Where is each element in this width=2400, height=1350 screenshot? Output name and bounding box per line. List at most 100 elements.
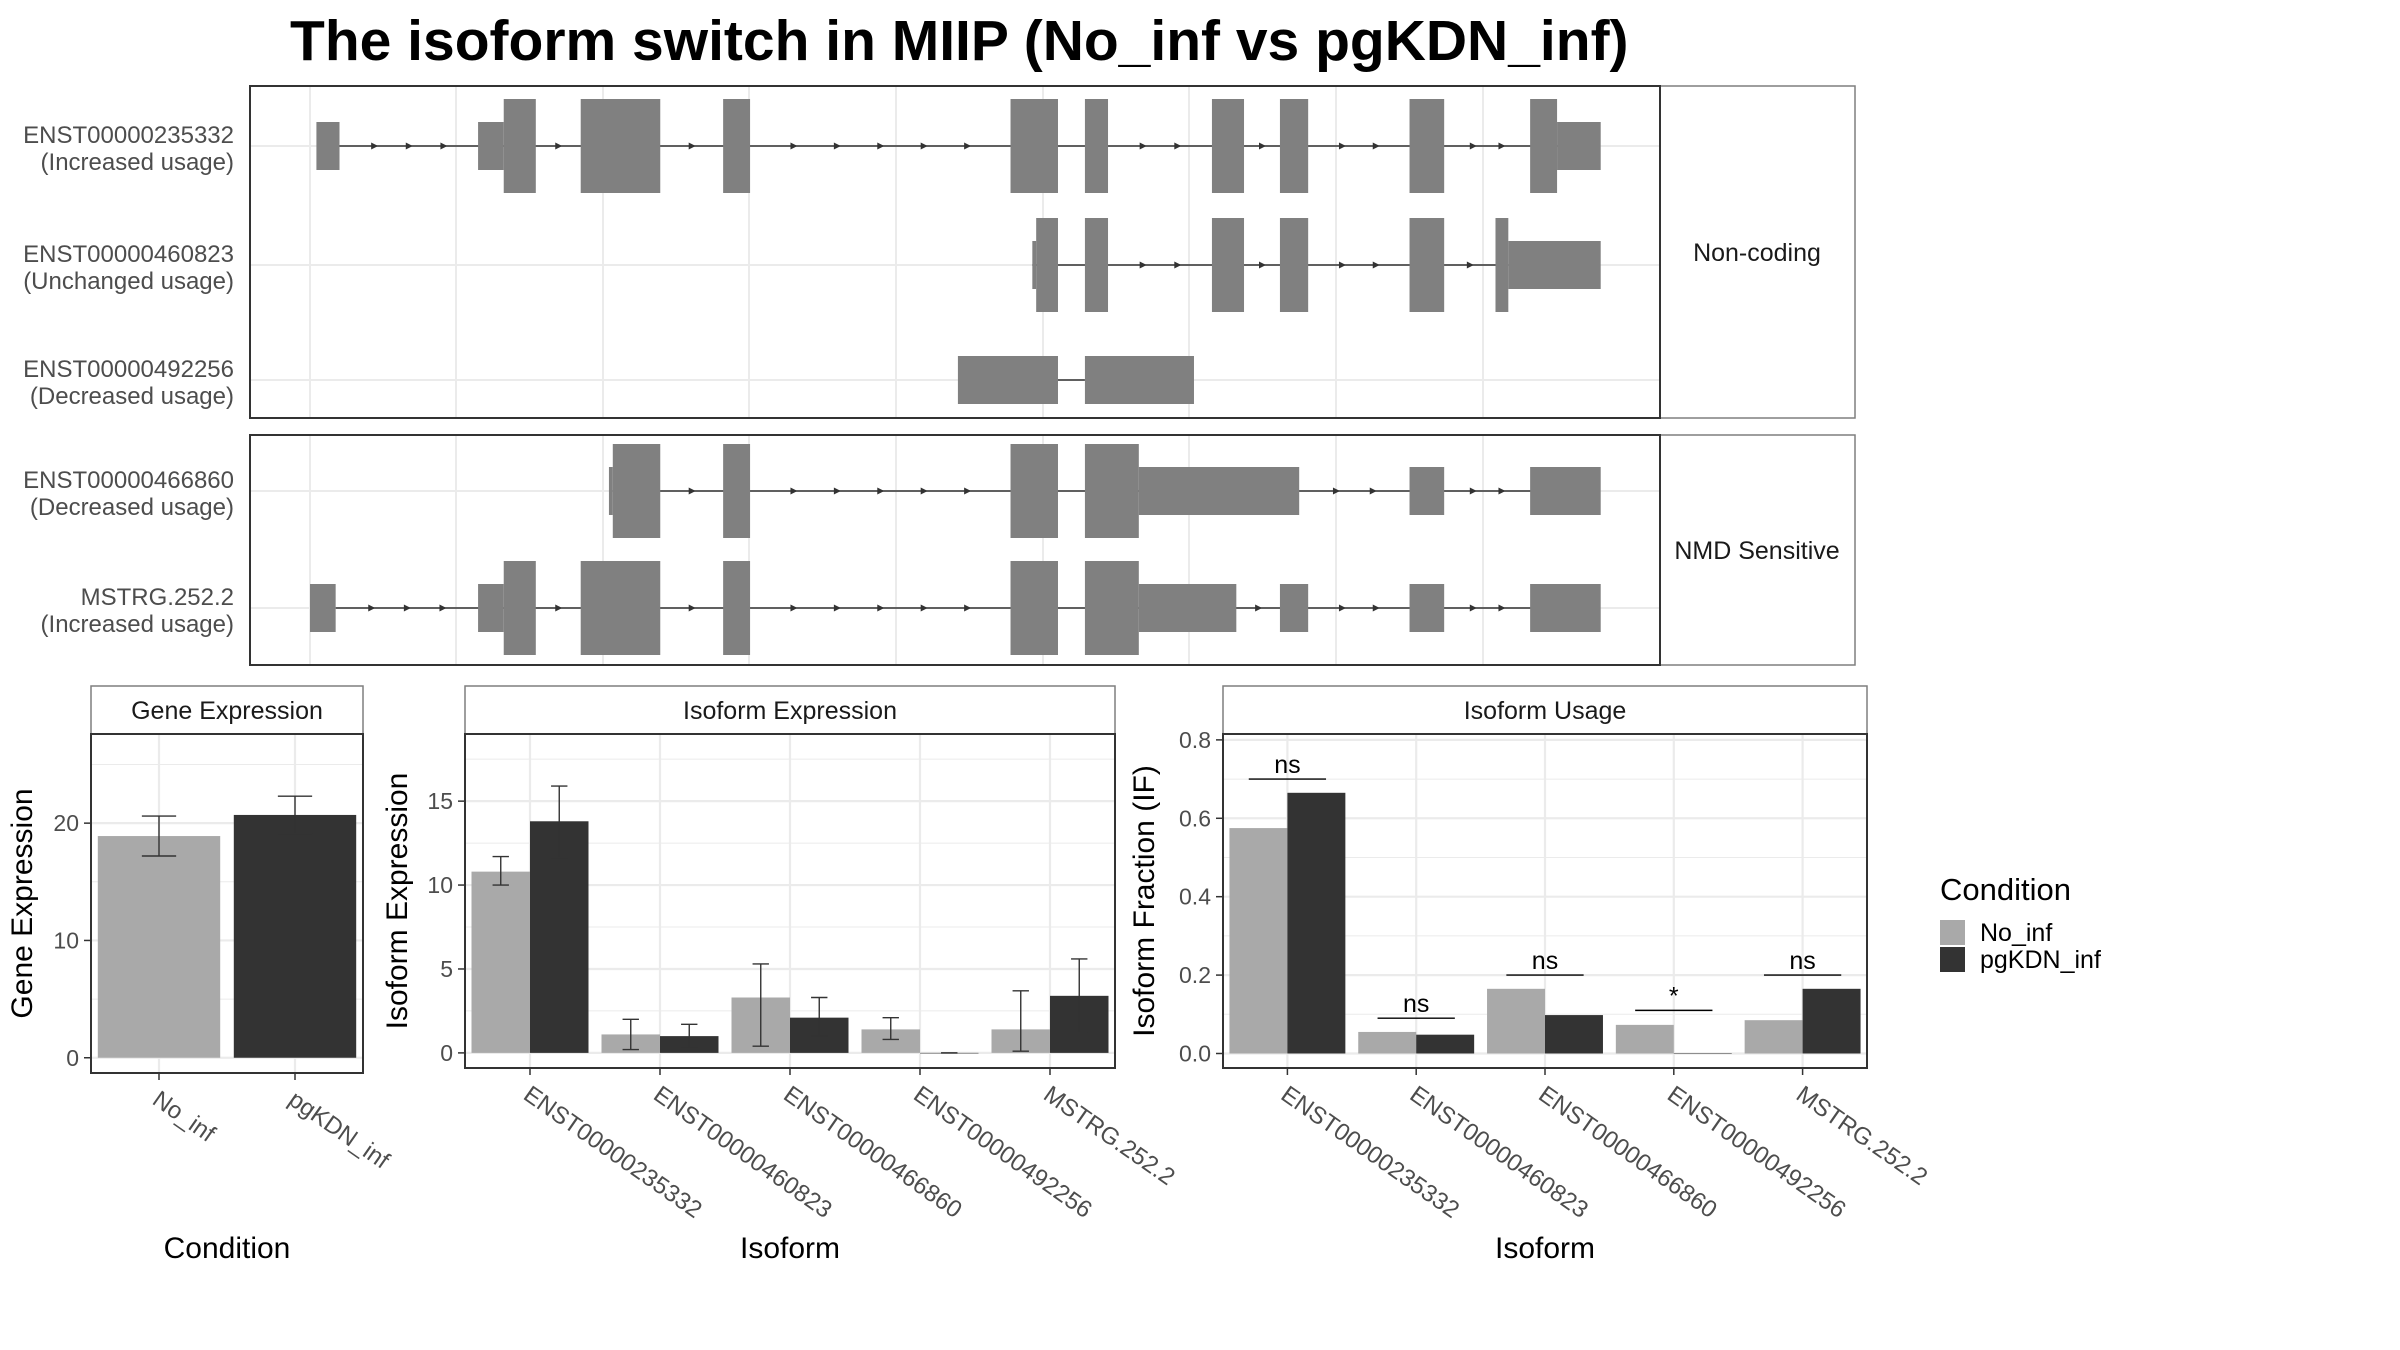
intron-arrow xyxy=(1469,142,1477,150)
facet-strip-label: NMD Sensitive xyxy=(1674,537,1839,565)
panel-strip-label: Gene Expression xyxy=(131,697,323,725)
intron-arrow xyxy=(1258,142,1266,150)
exon-noncoding xyxy=(608,467,613,515)
exon-noncoding xyxy=(1279,584,1309,632)
intron-arrow xyxy=(405,142,413,150)
bar xyxy=(1545,1015,1603,1054)
isoform-expression-panel: 051015ENST00000235332ENST00000460823ENST… xyxy=(381,685,1180,1265)
bar xyxy=(1802,988,1861,1054)
intron-arrow xyxy=(790,487,798,495)
intron-arrow xyxy=(368,604,376,612)
exon-coding xyxy=(1084,561,1139,655)
y-tick-label: 0.2 xyxy=(1179,962,1211,988)
exon-noncoding xyxy=(1508,241,1601,289)
x-axis-title: Isoform xyxy=(1495,1232,1595,1265)
intron-arrow xyxy=(1332,487,1340,495)
panel-strip-label: Isoform Expression xyxy=(683,697,897,725)
exon-coding xyxy=(580,99,661,193)
y-tick-label: 15 xyxy=(427,788,453,814)
intron-arrow xyxy=(555,142,563,150)
intron-arrow xyxy=(920,487,928,495)
intron-arrow xyxy=(877,142,885,150)
intron-arrow xyxy=(439,604,447,612)
intron-arrow xyxy=(688,142,696,150)
exon-noncoding xyxy=(1138,584,1237,632)
intron-arrow xyxy=(964,142,972,150)
intron-arrow xyxy=(1338,261,1346,269)
bar xyxy=(1287,792,1346,1054)
bar xyxy=(97,836,221,1058)
bar xyxy=(1615,1024,1674,1054)
intron-arrow xyxy=(790,604,798,612)
bar xyxy=(1744,1020,1803,1054)
transcript-id-label: ENST00000466860 xyxy=(23,467,234,494)
intron-arrow xyxy=(1372,604,1380,612)
exon-noncoding xyxy=(1084,356,1194,404)
x-tick-label: No_inf xyxy=(148,1086,221,1148)
x-axis-title: Condition xyxy=(164,1232,291,1265)
isoform-usage-panel: nsnsns*ns0.00.20.40.60.8ENST00000235332E… xyxy=(1128,685,1932,1265)
intron-arrow xyxy=(403,604,411,612)
intron-arrow xyxy=(1469,487,1477,495)
intron-arrow xyxy=(440,142,448,150)
bar xyxy=(1229,828,1288,1054)
exon-noncoding xyxy=(957,356,1058,404)
intron-arrow xyxy=(1372,142,1380,150)
exon-noncoding xyxy=(478,122,504,170)
exon-coding xyxy=(1084,218,1109,312)
intron-arrow xyxy=(877,487,885,495)
legend-title: Condition xyxy=(1940,872,2071,907)
exon-coding xyxy=(1279,99,1309,193)
intron-arrow xyxy=(1498,142,1506,150)
exon-coding xyxy=(1530,99,1558,193)
intron-arrow xyxy=(555,604,563,612)
intron-arrow xyxy=(877,604,885,612)
intron-arrow xyxy=(790,142,798,150)
significance-label: ns xyxy=(1532,947,1558,975)
y-axis-title: Isoform Fraction (IF) xyxy=(1128,765,1161,1037)
facet-strip-label: Non-coding xyxy=(1693,239,1821,267)
legend-label: pgKDN_inf xyxy=(1980,946,2101,974)
x-axis-title: Isoform xyxy=(740,1232,840,1265)
y-tick-label: 0.0 xyxy=(1179,1040,1211,1066)
intron-arrow xyxy=(1469,604,1477,612)
exon-noncoding xyxy=(1530,467,1601,515)
y-axis-title: Gene Expression xyxy=(6,788,39,1018)
exon-noncoding xyxy=(316,122,340,170)
gene-expression-panel: 0 10 20 No_inf pgKDN_inf Gene Expression Condi… xyxy=(6,685,394,1265)
exon-coding xyxy=(1495,218,1509,312)
intron-arrow xyxy=(1174,261,1182,269)
intron-arrow xyxy=(1466,261,1474,269)
panel-border xyxy=(90,733,364,1074)
exon-noncoding xyxy=(1409,584,1445,632)
exon-coding xyxy=(723,561,751,655)
bar xyxy=(861,1029,920,1053)
exon-coding xyxy=(723,99,751,193)
exon-noncoding xyxy=(1530,584,1601,632)
exon-coding xyxy=(1409,99,1445,193)
exon-coding xyxy=(503,99,536,193)
intron-arrow xyxy=(920,604,928,612)
exon-noncoding xyxy=(478,584,504,632)
y-tick-label: 10 xyxy=(53,927,79,953)
intron-arrow xyxy=(1139,261,1147,269)
panel-border xyxy=(249,85,1661,419)
panel-border xyxy=(1222,733,1868,1069)
intron-arrow xyxy=(833,487,841,495)
y-axis-title: Isoform Expression xyxy=(381,773,414,1030)
exon-coding xyxy=(1084,99,1109,193)
intron-arrow xyxy=(1255,604,1263,612)
bar xyxy=(530,821,589,1053)
y-tick-label: 10 xyxy=(427,872,453,898)
intron-arrow xyxy=(833,142,841,150)
significance-label: * xyxy=(1669,982,1679,1010)
bar xyxy=(1673,1053,1732,1054)
y-tick-label: 0.4 xyxy=(1179,884,1211,910)
exon-coding xyxy=(580,561,661,655)
y-tick-label: 0 xyxy=(440,1040,453,1066)
exon-coding xyxy=(1036,218,1058,312)
bar xyxy=(1487,988,1545,1054)
